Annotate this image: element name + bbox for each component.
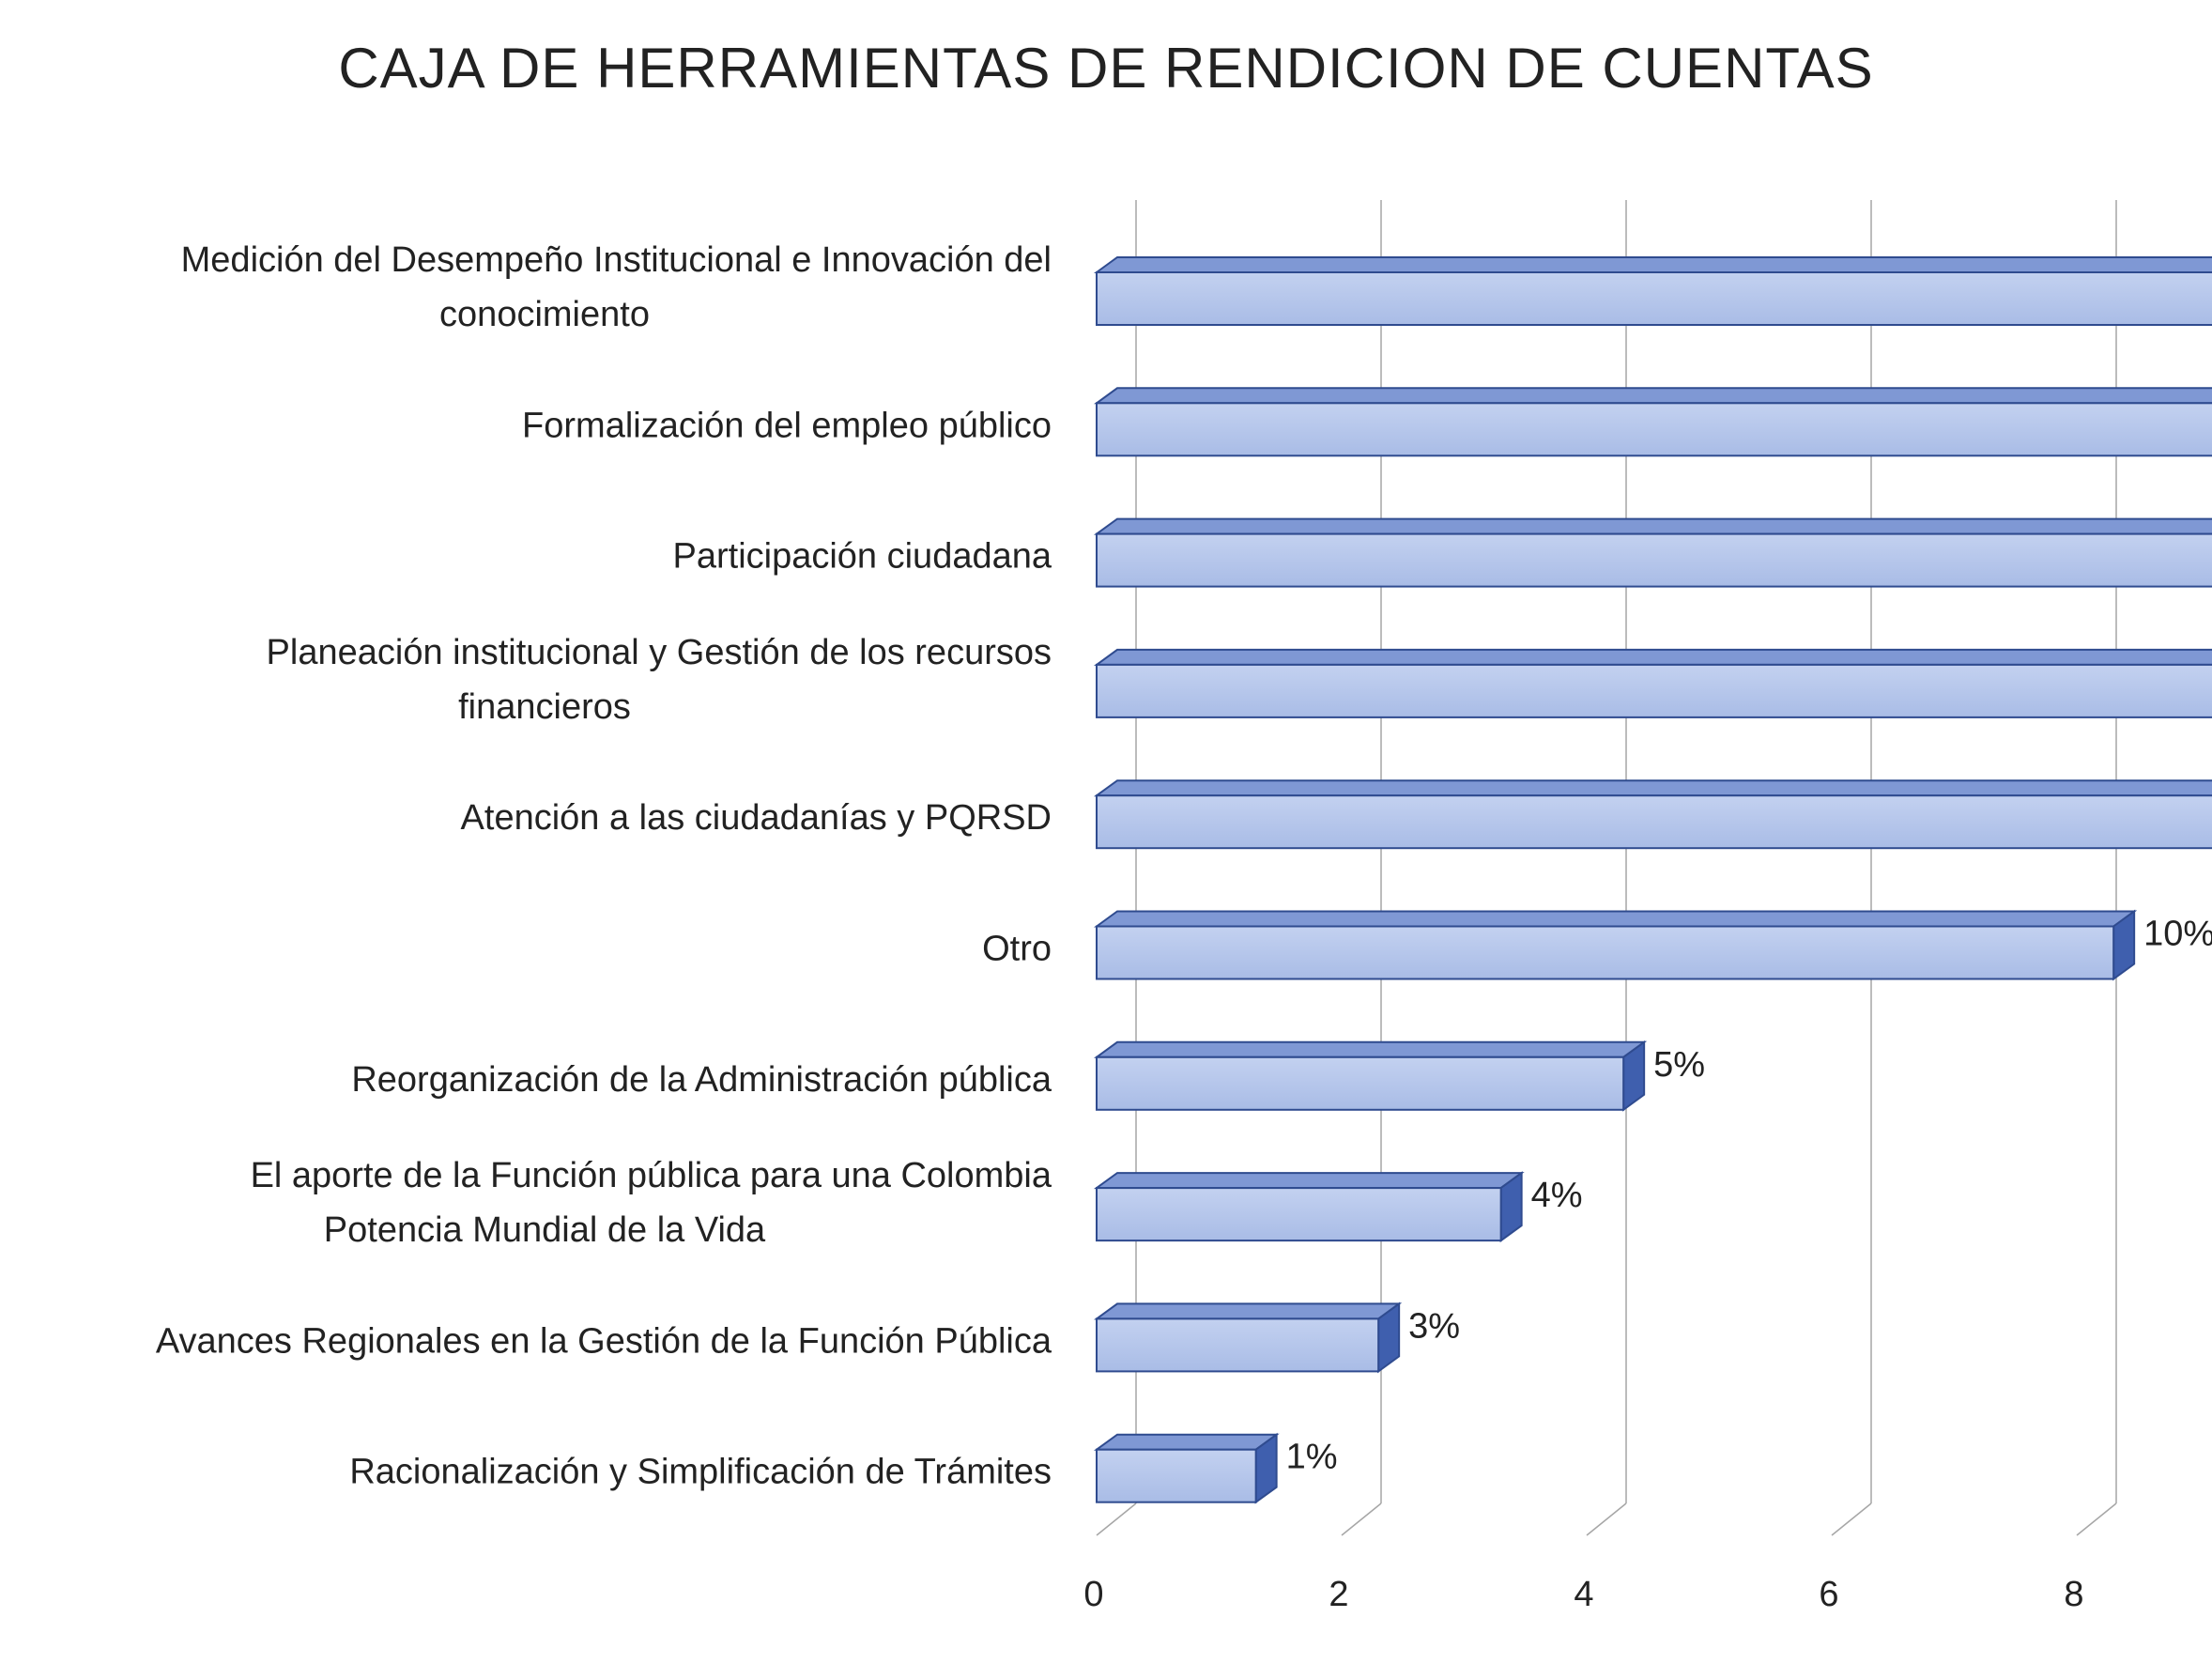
category-label-8-line-2: Potencia Mundial de la Vida (324, 1210, 766, 1250)
bar-front-face (1096, 402, 2212, 457)
bar-top-face (1093, 1433, 1280, 1451)
data-label-7: 5% (1653, 1045, 1705, 1085)
category-labels: Medición del Desempeño Institucional e I… (156, 240, 1052, 1492)
bar-top-face (1093, 910, 2138, 928)
bar-front-face (1096, 925, 2115, 980)
bar-top-face (1093, 648, 2212, 666)
bar-3: 15% (1093, 517, 2212, 588)
bar-front-face (1096, 1448, 1257, 1503)
category-label-4: Planeación institucional y Gestión de lo… (267, 633, 1052, 672)
bars: 19% 17% 15% 13% 13% 10% 5% 4% 3% 1% (1093, 256, 2212, 1504)
bar-front-face (1096, 1055, 1625, 1111)
tick-label-6: 6 (1819, 1575, 1838, 1614)
category-label-4-line-2: financieros (458, 687, 631, 727)
category-label-7: Reorganización de la Administración públ… (351, 1060, 1052, 1100)
data-label-6: 10% (2143, 915, 2212, 954)
bar-4: 13% (1093, 648, 2212, 718)
category-label-9: Avances Regionales en la Gestión de la F… (156, 1321, 1052, 1361)
floor-line-4 (1586, 1502, 1627, 1536)
category-label-10: Racionalización y Simplificación de Trám… (349, 1453, 1052, 1492)
category-label-3: Participación ciudadana (673, 537, 1052, 577)
bar-front-face (1096, 1187, 1502, 1242)
bar-2: 17% (1093, 387, 2212, 457)
tick-label-0: 0 (1083, 1575, 1103, 1614)
bar-10: 1% (1093, 1432, 1338, 1504)
floor-line-0 (1096, 1502, 1137, 1536)
data-label-9: 3% (1408, 1306, 1460, 1346)
data-label-8: 4% (1531, 1176, 1583, 1215)
floor-line-8 (2076, 1502, 2117, 1536)
bar-5: 13% (1093, 779, 2212, 850)
data-label-10: 1% (1286, 1438, 1338, 1477)
category-label-1-line-2: conocimiento (439, 295, 650, 334)
floor-line-6 (1831, 1502, 1872, 1536)
bar-top-face (1093, 1302, 1403, 1320)
bar-top-face (1093, 779, 2212, 797)
x-axis-ticks: 0246810121416 (1083, 1575, 2083, 1614)
bar-top-face (1093, 387, 2212, 405)
bar-7: 5% (1093, 1040, 1705, 1112)
category-label-8: El aporte de la Función pública para una… (251, 1156, 1052, 1195)
bar-1: 19% (1093, 256, 2212, 326)
bar-top-face (1093, 1040, 1648, 1058)
bar-top-face (1093, 517, 2212, 535)
category-label-5: Atención a las ciudadanías y PQRSD (461, 798, 1052, 838)
bar-top-face (1093, 1172, 1525, 1190)
category-label-1: Medición del Desempeño Institucional e I… (181, 240, 1052, 280)
category-label-6: Otro (982, 930, 1052, 969)
tick-label-8: 8 (2064, 1575, 2083, 1614)
bar-8: 4% (1093, 1171, 1583, 1243)
floor-line-2 (1341, 1502, 1382, 1536)
chart-title: CAJA DE HERRAMIENTAS DE RENDICION DE CUE… (338, 37, 1873, 100)
bar-6: 10% (1093, 909, 2212, 981)
bar-front-face (1096, 794, 2212, 850)
bar-front-face (1096, 271, 2212, 326)
bar-front-face (1096, 1317, 1380, 1373)
bar-front-face (1096, 532, 2212, 588)
bar-top-face (1093, 256, 2212, 273)
bar-9: 3% (1093, 1302, 1460, 1374)
tick-label-2: 2 (1329, 1575, 1348, 1614)
category-label-2: Formalización del empleo público (522, 406, 1052, 445)
tick-label-4: 4 (1574, 1575, 1593, 1614)
bar-front-face (1096, 663, 2212, 718)
